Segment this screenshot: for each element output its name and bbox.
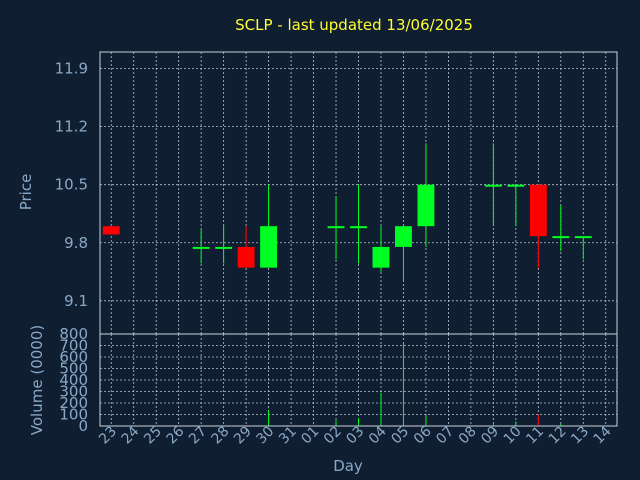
candle-body — [237, 246, 255, 268]
candle-body — [484, 184, 502, 187]
x-tick-label: 29 — [231, 424, 255, 448]
x-tick-label: 05 — [388, 424, 412, 448]
price-tick-label: 11.2 — [55, 118, 88, 136]
x-tick-label: 02 — [321, 424, 345, 448]
price-candles — [102, 143, 592, 281]
candle-body — [529, 184, 547, 237]
price-axis-label: Price — [17, 174, 35, 211]
x-tick-label: 27 — [186, 424, 210, 448]
price-panel: 9.1 9.8 10.5 11.2 11.9 — [55, 51, 618, 335]
x-tick-label: 28 — [209, 424, 233, 448]
volume-tick-label: 400 — [59, 371, 88, 389]
x-tick-label: 09 — [478, 424, 502, 448]
price-y-ticks: 9.1 9.8 10.5 11.2 11.9 — [55, 60, 88, 310]
x-tick-label: 12 — [546, 424, 570, 448]
x-axis-ticks: 2324252627282930310102030405060708091011… — [96, 423, 614, 447]
volume-tick-label: 800 — [59, 325, 88, 343]
x-tick-label: 30 — [253, 424, 277, 448]
x-tick-label: 31 — [276, 424, 300, 448]
candle-body — [372, 246, 390, 268]
volume-bars — [245, 343, 562, 426]
volume-grid — [100, 333, 617, 427]
price-tick-label: 9.8 — [64, 234, 88, 252]
candle-body — [507, 184, 525, 187]
x-tick-label: 01 — [298, 424, 322, 448]
chart-title: SCLP - last updated 13/06/2025 — [235, 16, 473, 34]
candle-body — [574, 236, 592, 239]
candle-body — [102, 226, 120, 235]
x-tick-label: 24 — [119, 423, 143, 447]
volume-tick-label: 0 — [78, 417, 88, 435]
x-tick-label: 08 — [456, 424, 480, 448]
volume-tick-label: 100 — [59, 406, 88, 424]
x-tick-label: 06 — [411, 423, 435, 447]
volume-tick-label: 200 — [59, 394, 88, 412]
x-tick-label: 13 — [568, 424, 592, 448]
candle-body — [327, 226, 345, 229]
volume-axis-label: Volume (0000) — [28, 325, 46, 435]
volume-tick-label: 300 — [59, 383, 88, 401]
x-tick-label: 11 — [523, 424, 547, 448]
price-tick-label: 9.1 — [64, 292, 88, 310]
price-tick-label: 11.9 — [55, 60, 88, 78]
x-tick-label: 23 — [96, 424, 120, 448]
x-tick-label: 04 — [366, 423, 390, 447]
candle-body — [552, 236, 570, 239]
x-tick-label: 14 — [591, 423, 615, 447]
candle-body — [395, 226, 412, 247]
x-tick-label: 10 — [501, 424, 525, 448]
x-axis-label: Day — [333, 457, 363, 475]
candle-body — [350, 226, 367, 229]
candle-body — [417, 184, 435, 227]
x-tick-label: 07 — [433, 424, 457, 448]
x-tick-label: 03 — [343, 424, 367, 448]
price-tick-label: 10.5 — [55, 176, 88, 194]
volume-tick-label: 600 — [59, 348, 88, 366]
candle-body — [192, 246, 210, 249]
volume-tick-label: 500 — [59, 360, 88, 378]
volume-tick-label: 700 — [59, 337, 88, 355]
x-tick-label: 26 — [164, 423, 188, 447]
candle-body — [215, 246, 233, 249]
volume-plot-frame — [99, 333, 618, 427]
candle-body — [260, 226, 278, 268]
x-tick-label: 25 — [141, 424, 165, 448]
